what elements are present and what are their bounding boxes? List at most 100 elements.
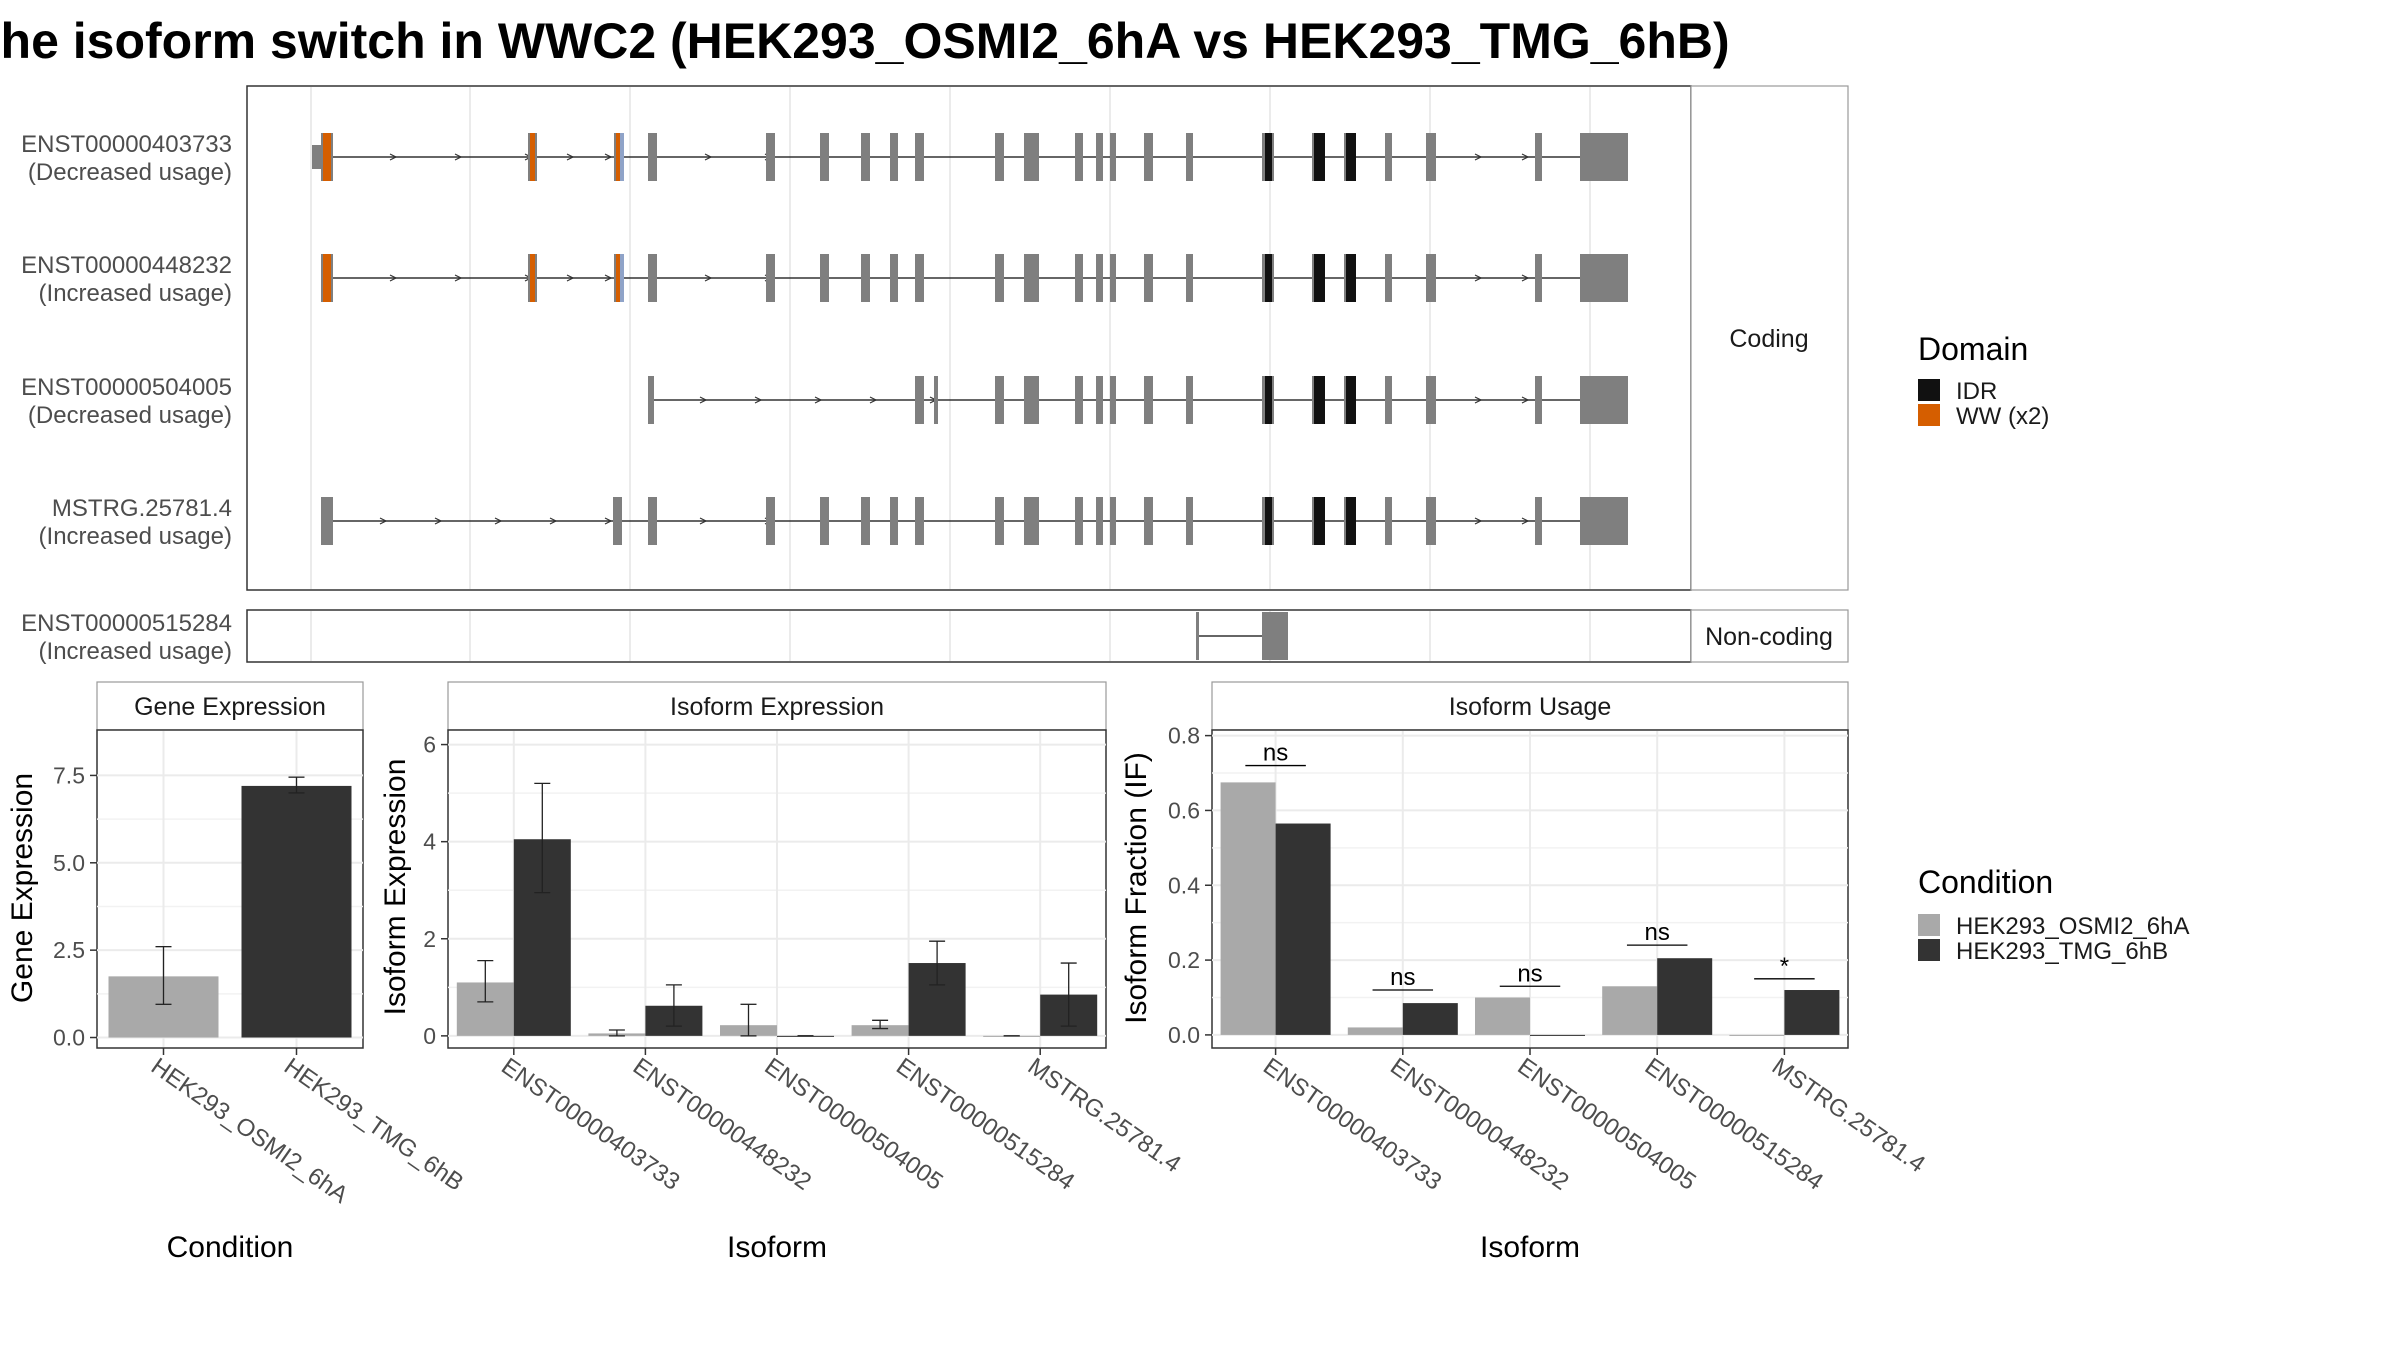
bar-MSTRG.25781.4-tmg: [1784, 990, 1840, 1035]
utr3-exon: [1580, 133, 1628, 181]
cds-exon: [1110, 376, 1116, 424]
strand-arrow: [1521, 396, 1530, 404]
legend-key-osmi2: [1918, 914, 1940, 936]
cds-exon: [1426, 376, 1436, 424]
iso-x-axis-title: Isoform: [727, 1231, 827, 1264]
strand-arrow: [1474, 396, 1483, 404]
bar-MSTRG.25781.4-osmi2: [1729, 1034, 1785, 1036]
strand-arrow: [604, 153, 613, 161]
cds-exon: [1144, 376, 1153, 424]
strand-arrow: [379, 517, 388, 525]
legend-label-tmg: HEK293_TMG_6hB: [1956, 938, 2168, 965]
strand-arrow: [699, 517, 708, 525]
cds-exon: [861, 133, 870, 181]
strand-arrow: [1521, 153, 1530, 161]
tx-label-usage-3: (Decreased usage): [28, 402, 232, 429]
noncoding-strip-label: Non-coding: [1705, 623, 1833, 651]
noncoding-exon: [1262, 612, 1288, 660]
ww-domain-block: [616, 133, 622, 181]
strand-arrow: [604, 274, 613, 282]
usage-y-axis-title: Isoform Fraction (IF): [1120, 752, 1153, 1024]
coding-panel-frame: [246, 85, 1692, 591]
y-tick-label: 0: [423, 1023, 436, 1049]
significance-label: ns: [1645, 919, 1670, 946]
cds-exon: [1096, 376, 1103, 424]
cds-exon: [1535, 133, 1542, 181]
usage-bars: [1220, 782, 1840, 1036]
iso-strip: [447, 681, 1107, 731]
cds-exon: [1144, 497, 1153, 545]
cds-exon: [1096, 133, 1103, 181]
cds-exon: [861, 497, 870, 545]
strand-arrow: [704, 153, 713, 161]
cds-exon: [820, 497, 829, 545]
cds-exon: [934, 376, 938, 424]
idr-domain-block: [1265, 497, 1272, 545]
legend-key-ww: [1918, 404, 1940, 426]
cds-exon: [766, 497, 775, 545]
gene-y-axis-title: Gene Expression: [6, 773, 39, 1003]
tx-label-id-3: ENST00000504005: [21, 374, 232, 401]
cds-exon: [1075, 254, 1083, 302]
cds-exon: [1024, 133, 1039, 181]
ww-domain-block: [530, 254, 535, 302]
cds-exon: [1110, 133, 1116, 181]
tx-label-usage-4: (Increased usage): [39, 523, 232, 550]
cds-exon: [915, 497, 924, 545]
cds-exon: [648, 133, 657, 181]
legend-label-idr: IDR: [1956, 378, 1997, 405]
strand-arrow: [699, 396, 708, 404]
idr-domain-block: [1314, 254, 1325, 302]
strand-arrow: [754, 396, 763, 404]
ww-domain-block: [323, 254, 331, 302]
cds-exon: [1075, 497, 1083, 545]
strand-arrow: [869, 396, 878, 404]
usage-x-axis-title: Isoform: [1480, 1231, 1580, 1264]
y-tick-label: 0.6: [1168, 797, 1200, 823]
tx-label-usage-2: (Increased usage): [39, 280, 232, 307]
cds-exon: [890, 497, 898, 545]
gene-panel-title: Gene Expression: [134, 693, 326, 721]
strand-arrow: [494, 517, 503, 525]
bar-ENST00000403733-tmg: [1275, 823, 1331, 1035]
bar-ENST00000448232-osmi2: [1347, 1027, 1403, 1035]
idr-domain-block: [1314, 497, 1325, 545]
y-tick-label: 2: [423, 926, 436, 952]
tx-label-usage-1: (Decreased usage): [28, 159, 232, 186]
isoform-expression-panel: Isoform Expression Isoform Isoform Expre…: [379, 681, 1186, 1264]
transcript-structure-panel: Coding Non-coding ENST00000403733 (Decre…: [21, 85, 1849, 665]
strand-arrow: [549, 517, 558, 525]
idr-domain-block: [1265, 376, 1272, 424]
cds-exon: [1426, 497, 1436, 545]
iso-y-axis-title: Isoform Expression: [379, 759, 412, 1016]
cds-exon: [1024, 254, 1039, 302]
gene-bars: [108, 776, 352, 1038]
cds-exon: [1385, 497, 1392, 545]
strand-arrow: [454, 274, 463, 282]
idr-domain-block: [1346, 254, 1356, 302]
y-tick-label: 5.0: [53, 850, 85, 876]
cds-exon: [1186, 497, 1193, 545]
legend-key-idr: [1918, 379, 1940, 401]
legend-key-tmg: [1918, 939, 1940, 961]
bar-ENST00000515284-osmi2: [851, 1025, 909, 1036]
cds-exon: [321, 497, 333, 545]
strand-arrow: [1474, 153, 1483, 161]
strand-arrow: [566, 153, 575, 161]
bar-ENST00000515284-osmi2: [1602, 986, 1658, 1035]
y-tick-label: 0.8: [1168, 723, 1200, 749]
tx-label-id-2: ENST00000448232: [21, 252, 232, 279]
bar-HEK293_TMG_6hB: [241, 785, 352, 1038]
condition-legend-title: Condition: [1918, 864, 2053, 900]
tx-label-id-4: MSTRG.25781.4: [52, 495, 232, 522]
cds-exon: [1144, 254, 1153, 302]
legend-label-osmi2: HEK293_OSMI2_6hA: [1956, 913, 2189, 940]
noncoding-exon: [1196, 612, 1199, 660]
y-tick-label: 0.0: [53, 1025, 85, 1051]
utr3-exon: [1580, 376, 1628, 424]
idr-domain-block: [1346, 497, 1356, 545]
cds-exon: [1385, 133, 1392, 181]
bar-ENST00000515284-tmg: [1657, 958, 1713, 1035]
bar-ENST00000504005-tmg: [1530, 1034, 1585, 1036]
